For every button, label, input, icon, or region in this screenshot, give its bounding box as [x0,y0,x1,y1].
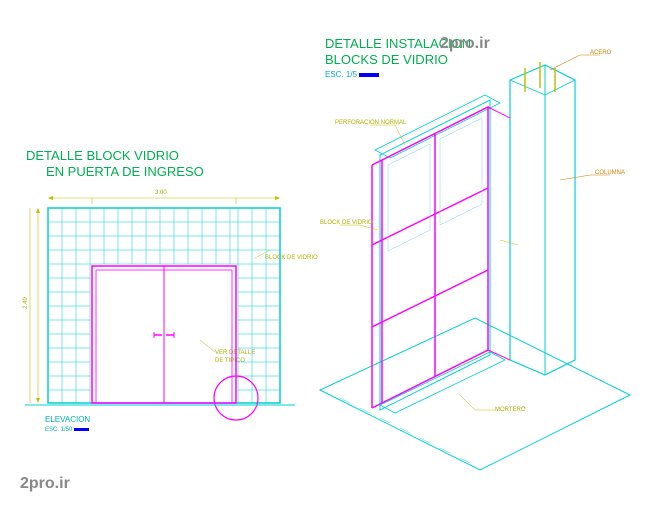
elevation-drawing [25,196,295,420]
iso-label-1: PERFORACION NORMAL [335,120,406,126]
dim-top: 3.00 [155,190,167,196]
iso-label-5: COLUMNA [595,170,625,176]
iso-label-4: ACERO [590,50,611,56]
isometric-drawing [320,55,630,470]
drawing-canvas [0,0,647,513]
iso-label-3: MORTERO [495,407,526,413]
dim-left: 2.40 [23,297,29,309]
iso-label-2: BLOCK DE VIDRIO [320,220,373,226]
